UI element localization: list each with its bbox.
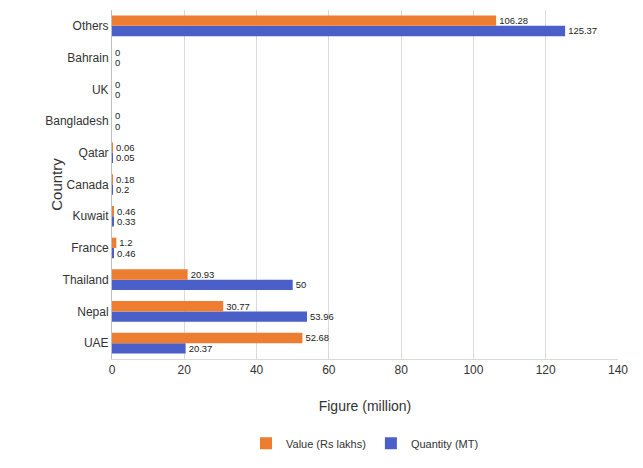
svg-text:0: 0: [115, 110, 120, 121]
svg-text:Quantity (MT): Quantity (MT): [411, 438, 478, 450]
svg-text:20.37: 20.37: [189, 343, 213, 354]
svg-text:UK: UK: [92, 83, 109, 97]
svg-text:Canada: Canada: [67, 178, 109, 192]
svg-text:0.46: 0.46: [117, 248, 135, 259]
svg-text:52.68: 52.68: [305, 332, 329, 343]
svg-text:40: 40: [250, 363, 264, 377]
svg-text:0.46: 0.46: [117, 206, 135, 217]
svg-text:0: 0: [115, 121, 120, 132]
svg-text:0: 0: [109, 363, 116, 377]
svg-text:0.33: 0.33: [117, 216, 135, 227]
svg-text:0.06: 0.06: [116, 142, 134, 153]
svg-text:Figure (million): Figure (million): [319, 398, 412, 414]
svg-text:Kuwait: Kuwait: [73, 209, 110, 223]
svg-text:0.05: 0.05: [116, 152, 134, 163]
svg-text:50: 50: [296, 279, 307, 290]
svg-text:Country: Country: [48, 158, 65, 211]
svg-text:UAE: UAE: [84, 336, 109, 350]
svg-text:0.18: 0.18: [116, 174, 134, 185]
svg-text:53.96: 53.96: [310, 311, 334, 322]
svg-text:120: 120: [536, 363, 556, 377]
svg-text:20.93: 20.93: [191, 269, 215, 280]
svg-text:100: 100: [463, 363, 483, 377]
svg-text:106.28: 106.28: [499, 15, 528, 26]
svg-text:1.2: 1.2: [119, 237, 132, 248]
svg-text:60: 60: [322, 363, 336, 377]
svg-text:Qatar: Qatar: [79, 146, 109, 160]
svg-text:0.2: 0.2: [116, 184, 129, 195]
svg-text:Others: Others: [73, 19, 109, 33]
svg-text:20: 20: [178, 363, 192, 377]
svg-text:Bangladesh: Bangladesh: [45, 114, 108, 128]
svg-text:0: 0: [115, 47, 120, 58]
svg-text:0: 0: [115, 79, 120, 90]
svg-text:125.37: 125.37: [568, 25, 597, 36]
svg-text:Value (Rs lakhs): Value (Rs lakhs): [286, 438, 366, 450]
svg-text:Thailand: Thailand: [63, 273, 109, 287]
svg-text:80: 80: [394, 363, 408, 377]
svg-text:0: 0: [115, 57, 120, 68]
svg-text:Nepal: Nepal: [77, 305, 108, 319]
svg-text:0: 0: [115, 89, 120, 100]
svg-text:France: France: [71, 241, 109, 255]
svg-text:30.77: 30.77: [226, 301, 250, 312]
svg-text:140: 140: [608, 363, 628, 377]
svg-text:Bahrain: Bahrain: [67, 51, 108, 65]
